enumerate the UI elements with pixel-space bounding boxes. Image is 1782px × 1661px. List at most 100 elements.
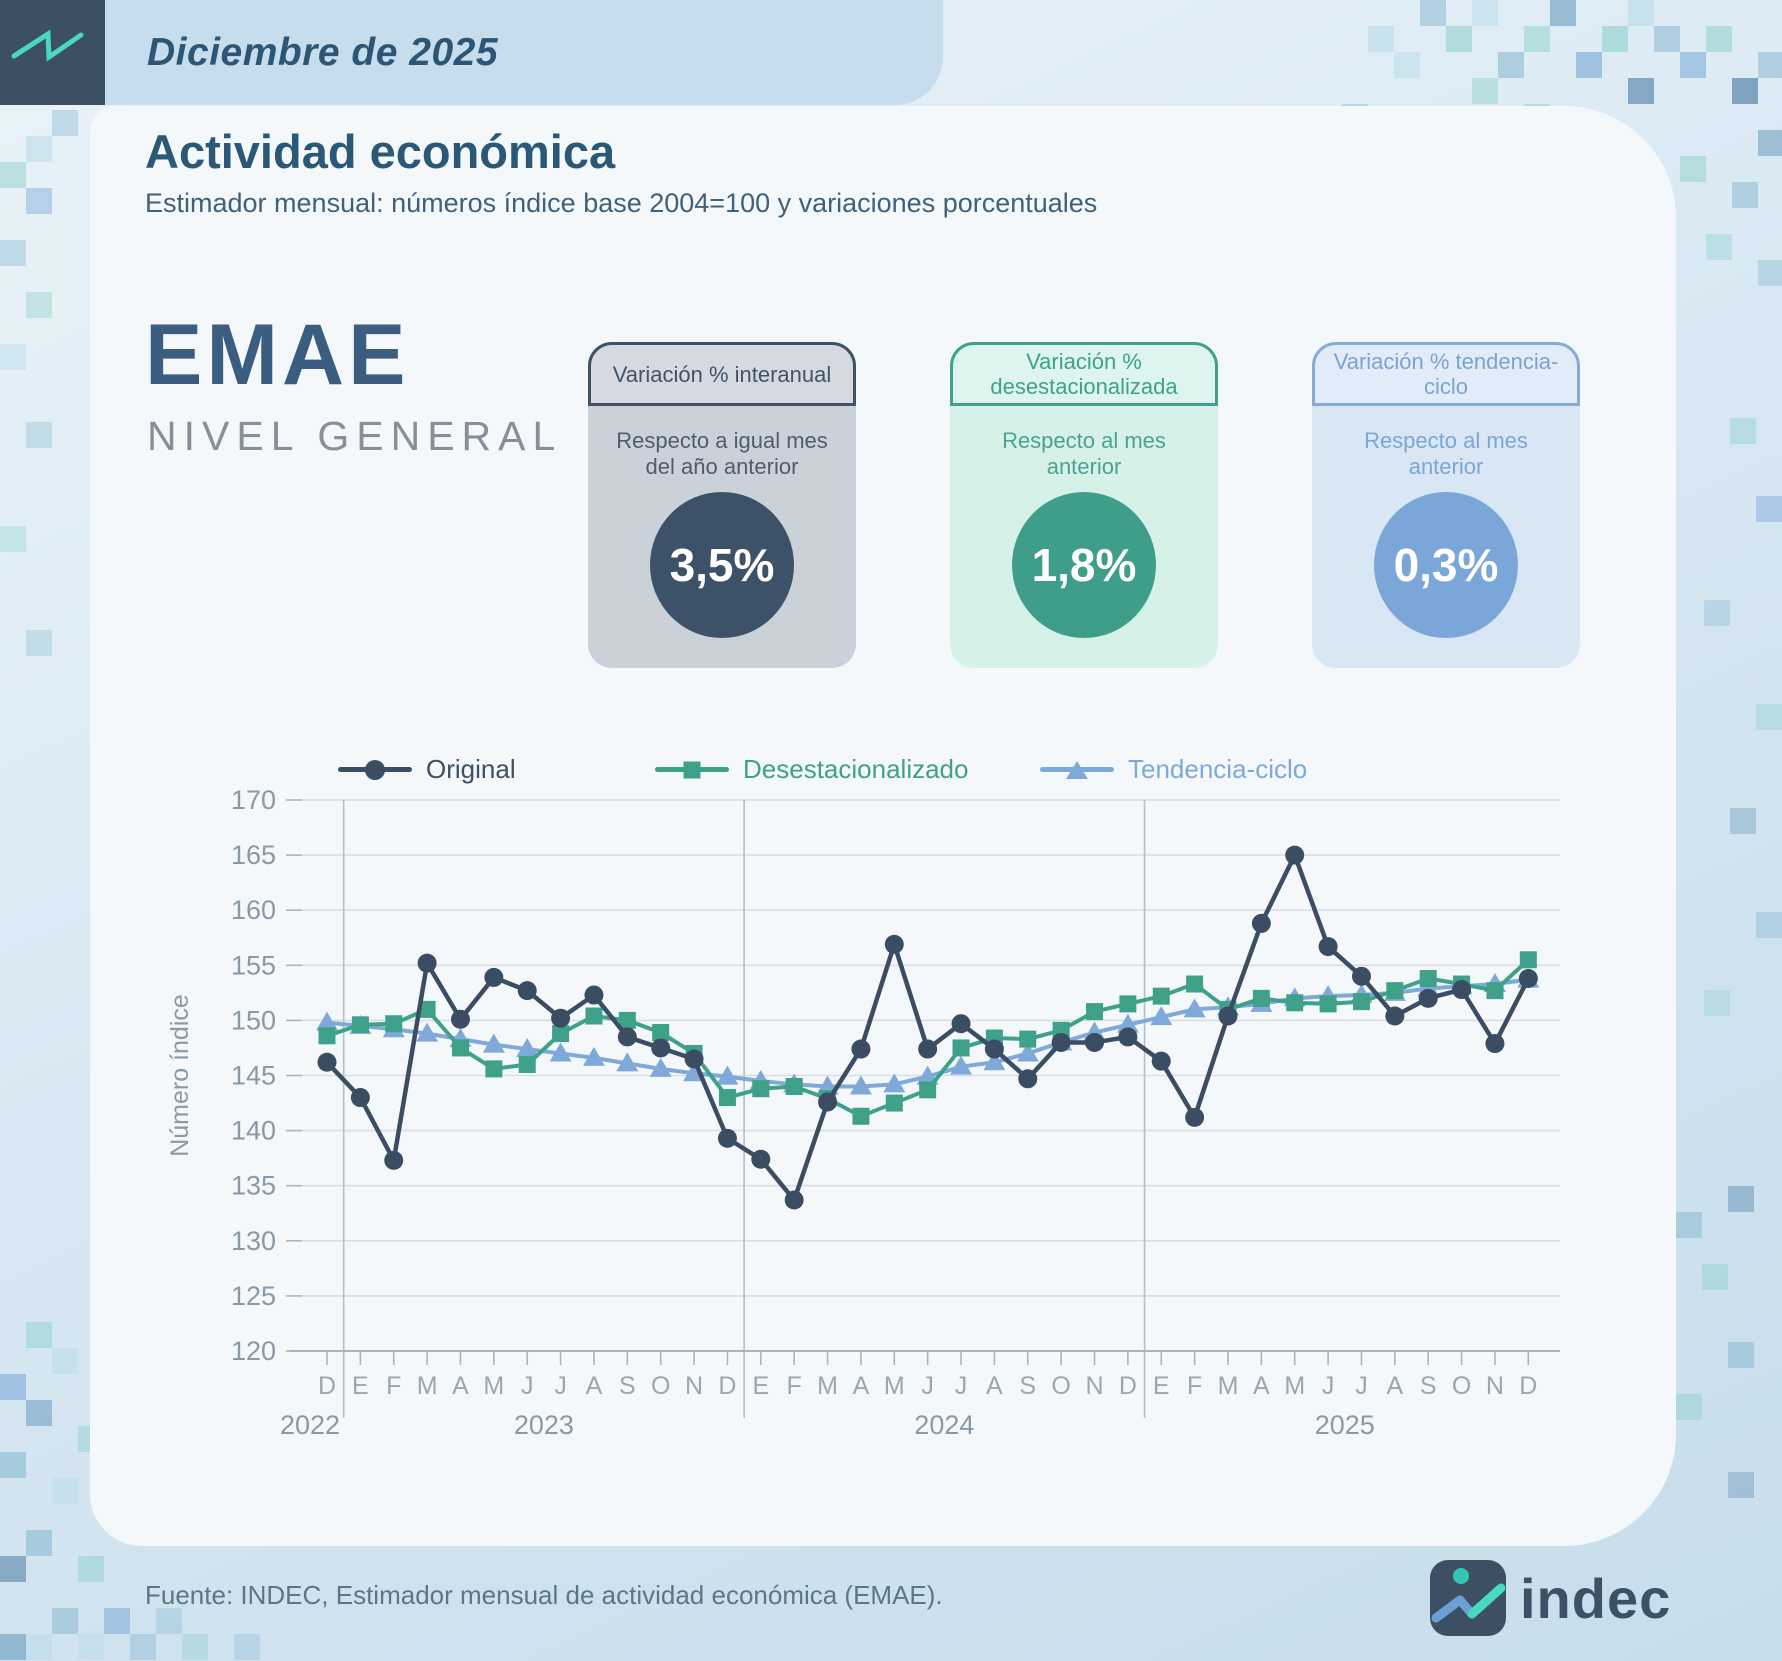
svg-text:A: A: [853, 1372, 870, 1400]
stat-card-interanual: Variación % interanual Respecto a igual …: [588, 342, 856, 668]
report-date: Diciembre de 2025: [147, 30, 499, 74]
pixel-mosaic-right: [1704, 340, 1730, 366]
page-subtitle: Estimador mensual: números índice base 2…: [145, 188, 1098, 218]
legend-item-original: Original: [338, 754, 516, 785]
svg-text:M: M: [1284, 1372, 1305, 1400]
svg-text:N: N: [1085, 1372, 1103, 1400]
emae-block: EMAE NIVEL GENERAL: [145, 306, 565, 460]
stat-value: 3,5%: [669, 539, 775, 591]
svg-text:165: 165: [231, 840, 276, 870]
svg-text:A: A: [586, 1372, 603, 1400]
report-date-bar: Diciembre de 2025: [105, 0, 943, 105]
triangle-marker-icon: [1066, 760, 1088, 779]
svg-text:S: S: [619, 1372, 636, 1400]
svg-text:145: 145: [231, 1061, 276, 1091]
zigzag-line-icon: [11, 29, 84, 62]
svg-text:N: N: [685, 1372, 703, 1400]
svg-text:A: A: [986, 1372, 1003, 1400]
legend-line: [655, 761, 729, 778]
svg-text:140: 140: [231, 1116, 276, 1146]
pixel-mosaic-top-right: [1342, 0, 1368, 26]
svg-text:160: 160: [231, 895, 276, 925]
stat-card-description: Respecto al mes anterior: [1002, 428, 1166, 479]
svg-text:O: O: [1051, 1372, 1070, 1400]
svg-text:E: E: [752, 1372, 769, 1400]
svg-text:2025: 2025: [1315, 1410, 1375, 1440]
svg-text:A: A: [1386, 1372, 1403, 1400]
svg-text:F: F: [386, 1372, 401, 1400]
legend-line: [338, 759, 412, 780]
stat-value-circle: 1,8%: [1012, 492, 1156, 638]
svg-text:2022: 2022: [280, 1410, 340, 1440]
chart-legend: Original Desestacionalizado Tendencia-ci…: [90, 754, 1676, 788]
main-card: Actividad económica Estimador mensual: n…: [90, 106, 1676, 1546]
svg-text:O: O: [651, 1372, 670, 1400]
legend-label: Desestacionalizado: [743, 754, 969, 784]
pixel-mosaic-bottom-left: [0, 1270, 26, 1296]
brand-chart-icon: [0, 0, 105, 105]
svg-text:M: M: [817, 1372, 838, 1400]
svg-text:M: M: [417, 1372, 438, 1400]
svg-text:125: 125: [231, 1281, 276, 1311]
svg-text:E: E: [352, 1372, 369, 1400]
legend-label: Tendencia-ciclo: [1128, 754, 1308, 784]
svg-text:135: 135: [231, 1171, 276, 1201]
stat-card-header: Variación % tendencia-ciclo: [1312, 342, 1580, 406]
legend-item-tendencia-ciclo: Tendencia-ciclo: [1040, 754, 1307, 785]
emae-level: NIVEL GENERAL: [147, 413, 563, 459]
legend-label: Original: [426, 754, 516, 784]
stat-card-header: Variación % desestacionalizada: [950, 342, 1218, 406]
svg-text:M: M: [483, 1372, 504, 1400]
svg-text:J: J: [921, 1372, 934, 1400]
legend-line: [1040, 760, 1114, 779]
svg-text:130: 130: [231, 1226, 276, 1256]
svg-text:N: N: [1486, 1372, 1504, 1400]
svg-text:F: F: [787, 1372, 802, 1400]
stat-value: 0,3%: [1393, 539, 1499, 591]
svg-text:155: 155: [231, 950, 276, 980]
emae-acronym: EMAE: [145, 307, 410, 403]
stat-card-desestacionalizada: Variación % desestacionalizada Respecto …: [950, 342, 1218, 668]
emae-line-chart: 120 125 130 135 140 145 150 155 160 165 170 D E F M A M J…: [160, 785, 1600, 1475]
source-note: Fuente: INDEC, Estimador mensual de acti…: [145, 1580, 943, 1610]
svg-text:J: J: [1322, 1372, 1335, 1400]
svg-text:O: O: [1452, 1372, 1471, 1400]
stat-card-description: Respecto al mes anterior: [1364, 428, 1528, 479]
svg-text:J: J: [1355, 1372, 1368, 1400]
pixel-mosaic-left: [0, 110, 26, 136]
stat-card-tendencia-ciclo: Variación % tendencia-ciclo Respecto al …: [1312, 342, 1580, 668]
stat-card-header: Variación % interanual: [588, 342, 856, 406]
svg-text:D: D: [718, 1372, 736, 1400]
svg-text:M: M: [884, 1372, 905, 1400]
stat-value-circle: 0,3%: [1374, 492, 1518, 638]
indec-logo-icon: [1430, 1560, 1506, 1636]
svg-text:J: J: [955, 1372, 968, 1400]
svg-text:150: 150: [231, 1005, 276, 1035]
page-title: Actividad económica: [145, 125, 616, 178]
svg-text:120: 120: [231, 1336, 276, 1366]
svg-text:2023: 2023: [514, 1410, 574, 1440]
svg-text:170: 170: [231, 790, 276, 815]
indec-logo-text: indec: [1520, 1566, 1672, 1630]
svg-text:D: D: [318, 1372, 336, 1400]
legend-item-desestacionalizado: Desestacionalizado: [655, 754, 968, 785]
svg-text:S: S: [1420, 1372, 1437, 1400]
stat-value-circle: 3,5%: [650, 492, 794, 638]
indec-logo: indec: [1428, 1558, 1671, 1638]
circle-marker-icon: [365, 759, 385, 780]
svg-text:F: F: [1187, 1372, 1202, 1400]
svg-text:J: J: [554, 1372, 567, 1400]
stat-card-description: Respecto a igual mes del año anterior: [616, 428, 828, 479]
svg-text:M: M: [1218, 1372, 1239, 1400]
stat-value: 1,8%: [1031, 539, 1137, 591]
svg-text:S: S: [1019, 1372, 1036, 1400]
square-marker-icon: [683, 761, 701, 778]
svg-text:2024: 2024: [914, 1410, 974, 1440]
svg-text:D: D: [1519, 1372, 1537, 1400]
svg-text:E: E: [1153, 1372, 1170, 1400]
svg-text:J: J: [521, 1372, 534, 1400]
svg-text:Número índice: Número índice: [166, 994, 194, 1157]
svg-text:D: D: [1119, 1372, 1137, 1400]
svg-text:A: A: [1253, 1372, 1270, 1400]
